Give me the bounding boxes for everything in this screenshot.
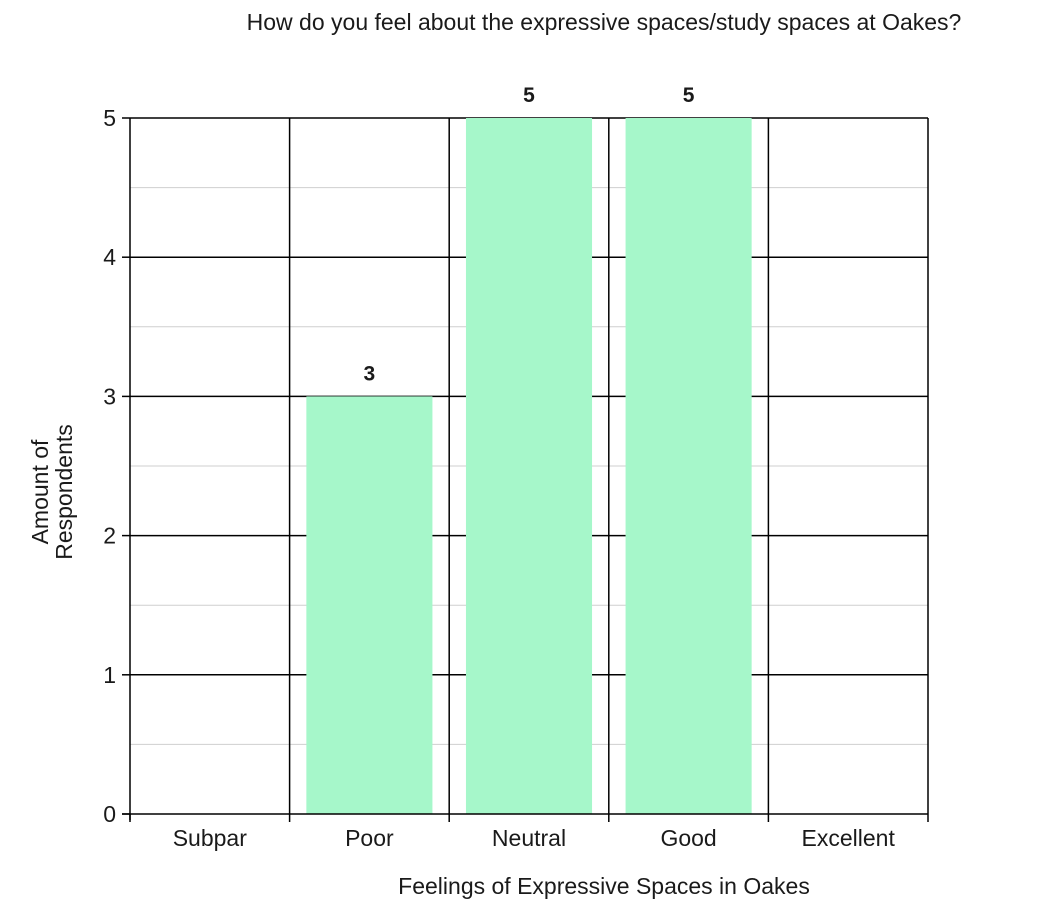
x-tick-label: Subpar: [173, 825, 248, 851]
y-tick-label: 0: [103, 801, 116, 827]
tick-labels: 0 1 2 3 4 5 Subpar Poor Neutral Good Excellent: [103, 105, 895, 851]
y-tick-label: 4: [103, 244, 116, 270]
y-tick-label: 2: [103, 523, 116, 549]
x-tick-label: Poor: [345, 825, 394, 851]
y-axis-title-line-2: Respondents: [51, 424, 77, 560]
chart-title: How do you feel about the expressive spa…: [247, 9, 962, 35]
x-tick-label: Good: [660, 825, 716, 851]
y-tick-label: 1: [103, 662, 116, 688]
x-tick-label: Excellent: [802, 825, 896, 851]
y-tick-label: 5: [103, 105, 116, 131]
y-tick-label: 3: [103, 383, 116, 409]
y-axis-title-line-1: Amount of: [27, 439, 53, 544]
x-axis-title: Feelings of Expressive Spaces in Oakes: [398, 873, 810, 899]
bars: [306, 118, 752, 814]
y-axis-title: Amount of Respondents: [27, 424, 77, 560]
data-label: 5: [683, 84, 695, 107]
bar-poor: [306, 396, 433, 814]
data-label: 5: [523, 84, 535, 107]
data-labels: 3 5 5: [364, 84, 695, 385]
bar-good: [625, 118, 752, 814]
data-label: 3: [364, 362, 376, 385]
axes: [122, 117, 929, 822]
x-tick-label: Neutral: [492, 825, 566, 851]
bar-neutral: [465, 118, 593, 814]
